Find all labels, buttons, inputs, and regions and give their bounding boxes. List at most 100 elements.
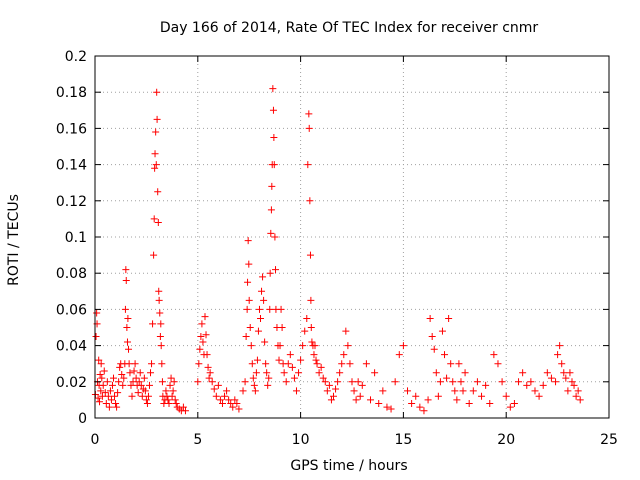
data-point-marker	[515, 378, 523, 386]
data-point-marker	[391, 378, 399, 386]
data-point-marker	[152, 161, 160, 169]
data-point-marker	[354, 378, 362, 386]
data-point-marker	[218, 400, 226, 408]
data-point-marker	[367, 396, 375, 404]
data-point-marker	[205, 374, 213, 382]
data-point-marker	[263, 369, 271, 377]
data-point-marker	[259, 273, 267, 281]
data-point-marker	[570, 381, 578, 389]
data-point-marker	[197, 333, 205, 341]
data-point-marker	[560, 369, 568, 377]
data-point-marker	[151, 164, 159, 172]
data-point-marker	[319, 374, 327, 382]
x-tick-label: 0	[91, 432, 100, 448]
data-point-marker	[352, 396, 360, 404]
y-tick-label: 0.14	[56, 158, 87, 174]
data-point-marker	[98, 374, 106, 382]
data-point-marker	[554, 351, 562, 359]
data-point-marker	[430, 345, 438, 353]
data-point-marker	[258, 287, 266, 295]
data-point-marker	[473, 378, 481, 386]
data-point-marker	[342, 327, 350, 335]
data-point-marker	[144, 392, 152, 400]
data-point-marker	[438, 327, 446, 335]
data-point-marker	[428, 333, 436, 341]
data-point-marker	[539, 381, 547, 389]
data-point-marker	[387, 405, 395, 413]
data-point-marker	[576, 396, 584, 404]
data-point-marker	[276, 342, 284, 350]
data-point-marker	[167, 374, 175, 382]
data-point-marker	[434, 392, 442, 400]
data-point-marker	[103, 378, 111, 386]
data-point-marker	[122, 276, 130, 284]
data-point-marker	[288, 363, 296, 371]
data-point-marker	[348, 378, 356, 386]
data-point-marker	[307, 324, 315, 331]
data-point-marker	[104, 392, 112, 400]
data-point-marker	[241, 378, 249, 386]
data-point-marker	[245, 260, 253, 268]
data-point-marker	[149, 320, 157, 328]
data-point-marker	[321, 378, 329, 386]
data-point-marker	[210, 385, 218, 393]
y-tick-label: 0.02	[56, 375, 87, 391]
data-point-marker	[305, 110, 313, 118]
data-point-marker	[114, 389, 122, 397]
data-point-marker	[253, 356, 261, 364]
data-point-marker	[280, 369, 288, 377]
data-point-marker	[171, 396, 179, 404]
data-point-marker	[443, 374, 451, 382]
data-point-marker	[327, 396, 335, 404]
data-point-marker	[152, 128, 160, 136]
data-point-marker	[142, 396, 150, 404]
x-tick-label: 25	[600, 432, 618, 448]
data-point-marker	[206, 369, 214, 377]
data-point-marker	[157, 342, 165, 350]
data-point-marker	[199, 338, 207, 346]
data-point-marker	[148, 360, 156, 368]
data-point-marker	[270, 133, 278, 141]
data-point-marker	[98, 392, 106, 400]
data-point-marker	[278, 324, 286, 331]
data-point-marker	[455, 360, 463, 368]
data-point-marker	[99, 381, 107, 389]
data-point-marker	[395, 351, 403, 359]
data-point-marker	[203, 351, 211, 359]
data-point-marker	[564, 387, 572, 395]
data-point-marker	[128, 392, 136, 400]
data-point-marker	[519, 369, 527, 377]
data-point-marker	[113, 403, 121, 411]
data-point-marker	[494, 360, 502, 368]
data-point-marker	[420, 407, 428, 415]
data-point-marker	[459, 387, 467, 395]
data-point-marker	[268, 182, 276, 190]
data-point-marker	[247, 342, 255, 350]
data-point-marker	[257, 314, 265, 322]
y-tick-label: 0.08	[56, 266, 87, 282]
data-point-marker	[301, 327, 309, 335]
data-point-marker	[313, 360, 321, 368]
data-point-marker	[169, 387, 177, 395]
data-point-marker	[125, 345, 133, 353]
data-point-marker	[338, 360, 346, 368]
data-point-marker	[120, 374, 128, 382]
data-point-marker	[250, 381, 258, 389]
data-point-marker	[229, 403, 237, 411]
data-point-marker	[303, 314, 311, 322]
data-point-marker	[208, 378, 216, 386]
data-point-marker	[245, 296, 253, 304]
data-point-marker	[506, 403, 514, 411]
data-point-marker	[510, 400, 518, 408]
data-point-marker	[166, 381, 174, 389]
data-point-marker	[141, 387, 149, 395]
data-point-marker	[248, 360, 256, 368]
data-point-marker	[126, 369, 134, 377]
data-point-marker	[244, 237, 252, 245]
data-point-marker	[547, 374, 555, 382]
data-point-marker	[164, 396, 172, 404]
data-point-marker	[165, 400, 173, 408]
data-point-marker	[552, 378, 560, 386]
data-point-marker	[270, 161, 278, 169]
